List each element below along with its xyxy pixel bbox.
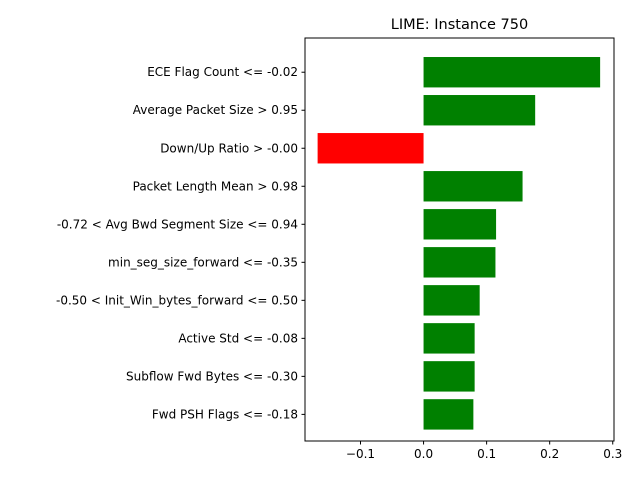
chart-title: LIME: Instance 750 <box>391 17 528 33</box>
bar-3 <box>423 171 523 202</box>
y-tick-label-8: Subflow Fwd Bytes <= -0.30 <box>126 369 298 383</box>
x-ticks: −0.1 0.0 0.1 0.2 0.3 <box>346 441 622 461</box>
x-tick-label-3: 0.2 <box>540 447 559 461</box>
y-tick-label-0: ECE Flag Count <= -0.02 <box>147 65 298 79</box>
y-tick-labels: ECE Flag Count <= -0.02 Average Packet Si… <box>56 65 305 421</box>
bar-7 <box>423 323 475 354</box>
bar-0 <box>423 57 601 88</box>
x-tick-label-0: −0.1 <box>346 447 375 461</box>
x-tick-label-4: 0.3 <box>603 447 622 461</box>
plot-frame <box>304 37 615 442</box>
y-tick-label-9: Fwd PSH Flags <= -0.18 <box>152 407 298 421</box>
x-tick-label-2: 0.1 <box>477 447 496 461</box>
bar-6 <box>423 285 480 316</box>
y-tick-label-1: Average Packet Size > 0.95 <box>133 103 298 117</box>
y-tick-label-6: -0.50 < Init_Win_bytes_forward <= 0.50 <box>56 293 298 307</box>
bars-group <box>317 57 601 430</box>
bar-5 <box>423 247 496 278</box>
x-tick-label-1: 0.0 <box>414 447 433 461</box>
y-tick-label-4: -0.72 < Avg Bwd Segment Size <= 0.94 <box>57 217 298 231</box>
y-tick-label-2: Down/Up Ratio > -0.00 <box>160 141 298 155</box>
y-tick-label-7: Active Std <= -0.08 <box>178 331 298 345</box>
y-tick-label-3: Packet Length Mean > 0.98 <box>133 179 298 193</box>
bar-8 <box>423 361 475 392</box>
bar-1 <box>423 95 536 126</box>
bar-9 <box>423 399 474 430</box>
bar-2 <box>317 133 424 164</box>
bar-4 <box>423 209 497 240</box>
y-tick-label-5: min_seg_size_forward <= -0.35 <box>108 255 298 269</box>
